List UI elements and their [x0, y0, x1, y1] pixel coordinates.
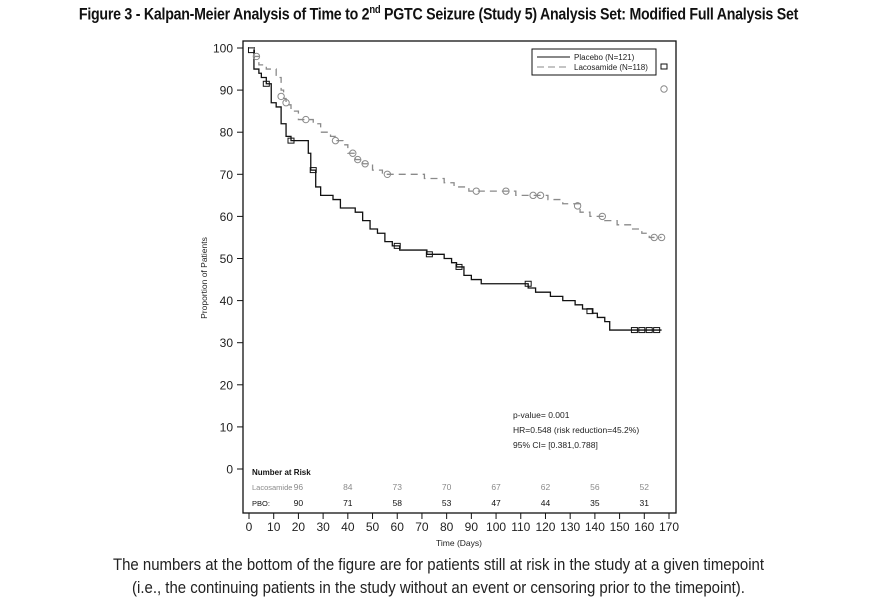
risk-count: 96 [294, 482, 304, 492]
censor-mark-lacosamide [354, 155, 362, 164]
x-tick-label: 160 [634, 520, 654, 534]
censor-mark-placebo [425, 251, 433, 258]
x-tick-label: 0 [246, 520, 253, 534]
y-tick-label: 30 [220, 336, 234, 350]
censor-mark-placebo [455, 263, 463, 270]
figure-title-superscript: nd [369, 4, 381, 16]
caption-line-1: The numbers at the bottom of the figure … [112, 555, 765, 574]
km-curve-placebo [249, 47, 662, 331]
censor-mark-placebo [393, 242, 401, 249]
censor-mark-placebo [287, 137, 295, 144]
stats-annotation: 95% CI= [0.381,0.788] [513, 440, 598, 450]
risk-count: 67 [491, 482, 501, 492]
y-tick-label: 0 [226, 463, 233, 477]
caption-line-2: (i.e., the continuing patients in the st… [132, 578, 745, 597]
x-tick-label: 150 [610, 520, 630, 534]
x-tick-label: 110 [511, 520, 530, 534]
x-tick-label: 80 [440, 520, 454, 534]
x-tick-label: 60 [391, 520, 405, 534]
censor-mark-lacosamide [529, 191, 537, 200]
x-tick-label: 90 [465, 520, 479, 534]
legend-circle-icon [660, 85, 668, 93]
risk-count: 35 [590, 498, 600, 508]
risk-count: 58 [393, 498, 403, 508]
censor-mark-placebo [262, 80, 270, 87]
x-tick-label: 120 [535, 520, 555, 534]
y-tick-label: 80 [220, 126, 234, 140]
x-tick-label: 70 [415, 520, 429, 534]
risk-count: 62 [541, 482, 551, 492]
y-tick-label: 20 [220, 378, 234, 392]
x-tick-label: 50 [366, 520, 380, 534]
risk-count: 71 [343, 498, 353, 508]
y-axis-label: Proportion of Patients [199, 237, 209, 319]
risk-row-label: PBO: [252, 499, 270, 508]
censor-mark-lacosamide [349, 149, 357, 157]
censor-mark-lacosamide [573, 202, 582, 210]
x-tick-label: 100 [486, 520, 506, 534]
censor-mark-placebo [309, 167, 317, 174]
censor-mark-lacosamide [472, 187, 480, 195]
risk-count: 90 [294, 498, 304, 508]
y-tick-label: 70 [220, 168, 234, 182]
censor-mark-placebo [524, 280, 532, 287]
censor-mark-placebo [645, 327, 653, 334]
figure-title-suffix: PGTC Seizure (Study 5) Analysis Set: Mod… [380, 5, 799, 24]
censor-mark-lacosamide [361, 160, 369, 168]
x-tick-label: 20 [292, 520, 306, 534]
x-tick-label: 130 [560, 520, 580, 534]
x-tick-label: 30 [316, 520, 330, 534]
censor-mark-placebo [630, 327, 638, 334]
legend-square-icon [660, 63, 668, 70]
stats-annotation: HR=0.548 (risk reduction=45.2%) [513, 425, 639, 435]
y-tick-label: 100 [213, 42, 233, 56]
x-tick-label: 140 [585, 520, 605, 534]
plot-frame [242, 40, 677, 514]
legend-label-placebo: Placebo (N=121) [574, 53, 635, 62]
censor-mark-lacosamide [598, 212, 606, 221]
censor-mark-placebo [638, 327, 646, 334]
censor-mark-lacosamide [277, 92, 285, 101]
censor-mark-lacosamide [536, 191, 545, 200]
x-tick-label: 40 [341, 520, 355, 534]
censor-mark-lacosamide [657, 233, 666, 242]
risk-row-label: Lacosamide [252, 483, 292, 492]
censor-mark-placebo [653, 327, 661, 334]
y-tick-label: 10 [220, 420, 234, 434]
x-axis-label: Time (Days) [436, 538, 482, 548]
censor-mark-lacosamide [252, 52, 261, 61]
legend-label-lacosamide: Lacosamide (N=118) [574, 63, 648, 72]
x-tick-label: 170 [659, 520, 679, 534]
risk-count: 56 [590, 482, 600, 492]
number-at-risk-header: Number at Risk [252, 468, 311, 477]
censor-mark-lacosamide [650, 233, 658, 242]
legend-box [531, 48, 657, 76]
risk-count: 47 [491, 498, 501, 508]
risk-count: 44 [541, 498, 551, 508]
km-curve-lacosamide [249, 47, 662, 239]
x-tick-label: 10 [267, 520, 281, 534]
censor-mark-lacosamide [302, 115, 310, 124]
y-tick-label: 90 [220, 84, 234, 98]
figure-title: Figure 3 - Kalpan-Meier Analysis of Time… [61, 4, 815, 25]
censor-mark-lacosamide [331, 136, 340, 145]
y-tick-label: 50 [220, 252, 234, 266]
stats-annotation: p-value= 0.001 [513, 410, 570, 420]
figure-title-prefix: Figure 3 - Kalpan-Meier Analysis of Time… [78, 5, 370, 24]
risk-count: 31 [640, 498, 650, 508]
risk-count: 53 [442, 498, 452, 508]
risk-count: 52 [640, 482, 650, 492]
censor-mark-lacosamide [282, 99, 290, 107]
y-tick-label: 60 [220, 210, 234, 224]
risk-count: 70 [442, 482, 452, 492]
censor-mark-placebo [586, 308, 594, 315]
risk-count: 73 [393, 482, 403, 492]
censor-mark-lacosamide [502, 187, 510, 195]
risk-count: 84 [343, 482, 353, 492]
y-tick-label: 40 [220, 294, 234, 308]
censor-mark-lacosamide [383, 170, 392, 179]
